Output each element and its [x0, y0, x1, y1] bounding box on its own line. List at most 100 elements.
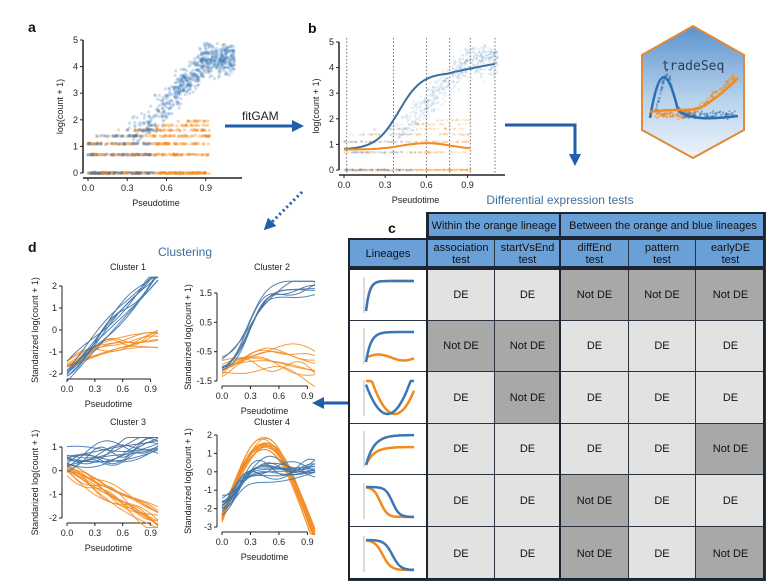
orange-lineage-point	[146, 134, 150, 138]
blue-lineage-point	[425, 106, 428, 109]
blue-lineage-point	[431, 93, 434, 97]
orange-lineage-point	[114, 142, 118, 146]
orange-lineage-point	[191, 171, 195, 175]
blue-lineage-point	[178, 79, 182, 83]
blue-lineage-point	[145, 126, 149, 130]
result-cell: Not DE	[560, 474, 629, 527]
blue-lineage-point	[214, 46, 218, 51]
blue-lineage-point	[443, 94, 446, 97]
blue-lineage-point	[479, 73, 482, 76]
tradeseq-logo: tradeSeq	[641, 24, 745, 160]
orange-lineage-point	[343, 168, 346, 171]
orange-lineage-point	[108, 171, 112, 175]
orange-lineage-point	[457, 123, 461, 126]
blue-lineage-point	[199, 59, 203, 63]
blue-lineage-point	[194, 79, 198, 83]
orange-lineage-point	[200, 128, 204, 133]
blue-lineage-point	[483, 43, 486, 47]
orange-lineage-point	[154, 142, 158, 146]
blue-lineage-point	[478, 60, 481, 63]
orange-lineage-point	[166, 172, 170, 176]
logo-blue-dot	[657, 100, 660, 103]
blue-lineage-point	[149, 118, 153, 122]
blue-lineage-point	[428, 116, 431, 119]
blue-lineage-point	[490, 53, 493, 56]
orange-lineage-point	[165, 142, 169, 146]
blue-lineage-point	[179, 77, 183, 81]
blue-lineage-point	[426, 101, 429, 104]
orange-lineage-point	[120, 171, 125, 175]
orange-lineage-point	[189, 119, 194, 123]
y-tick-label: 2	[329, 114, 334, 124]
orange-lineage-point	[128, 170, 132, 175]
blue-lineage-point	[195, 76, 199, 80]
blue-lineage-point	[206, 51, 210, 56]
orange-lineage-point	[391, 140, 394, 143]
orange-lineage-point	[162, 170, 166, 175]
orange-lineage-point	[178, 129, 182, 133]
orange-lineage-point	[445, 168, 448, 171]
blue-lineage-point	[179, 83, 183, 87]
orange-lineage-point	[199, 153, 203, 157]
y-tick-label: 0.5	[199, 317, 212, 327]
orange-lineage-point	[173, 171, 177, 175]
blue-lineage-point	[202, 51, 206, 55]
blue-lineage-point	[225, 46, 229, 50]
blue-lineage-point	[487, 53, 490, 56]
orange-lineage-point	[132, 134, 136, 139]
logo-orange-dot	[681, 116, 684, 119]
y-tick-label: 5	[73, 35, 78, 45]
orange-lineage-point	[197, 141, 201, 146]
orange-lineage-point	[342, 140, 346, 143]
orange-lineage-point	[149, 152, 153, 156]
blue-lineage-point	[228, 49, 233, 53]
blue-lineage-point	[417, 116, 421, 120]
blue-lineage-point	[211, 55, 215, 59]
orange-lineage-point	[353, 141, 356, 144]
orange-lineage-point	[392, 151, 395, 154]
orange-lineage-point	[395, 168, 398, 172]
logo-orange-dot	[708, 98, 711, 101]
orange-lineage-point	[200, 152, 205, 157]
blue-lineage-point	[475, 47, 478, 50]
orange-lineage-point	[438, 133, 441, 136]
blue-lineage-point	[195, 74, 199, 78]
blue-lineage-point	[483, 44, 486, 47]
blue-lineage-point	[434, 98, 437, 101]
blue-lineage-point	[167, 87, 171, 91]
blue-lineage-point	[208, 69, 213, 73]
orange-lineage-curve	[366, 379, 416, 415]
orange-lineage-point	[406, 133, 410, 136]
orange-lineage-point	[128, 134, 132, 138]
blue-lineage-point	[482, 59, 485, 63]
orange-lineage-point	[412, 133, 415, 136]
blue-lineage-point	[185, 78, 189, 82]
blue-lineage-point	[428, 98, 432, 101]
blue-lineage-point	[206, 70, 211, 74]
blue-lineage-point	[154, 130, 158, 134]
orange-lineage-point	[343, 151, 346, 154]
logo-orange-dot	[695, 110, 698, 113]
blue-lineage-point	[178, 92, 182, 96]
orange-lineage-point	[170, 153, 174, 157]
blue-lineage-point	[191, 76, 195, 80]
blue-lineage-point	[451, 65, 455, 68]
orange-lineage-point	[466, 140, 469, 143]
orange-lineage-point	[206, 119, 210, 123]
orange-lineage-point	[360, 151, 363, 154]
orange-lineage-point	[145, 152, 149, 157]
orange-lineage-point	[150, 153, 154, 157]
orange-lineage-point	[127, 134, 131, 138]
orange-lineage-point	[194, 123, 198, 127]
orange-lineage-point	[158, 171, 162, 175]
orange-lineage-point	[422, 168, 425, 171]
orange-lineage-point	[174, 142, 178, 146]
orange-lineage-point	[86, 153, 90, 157]
orange-lineage-point	[379, 169, 382, 172]
orange-lineage-point	[134, 171, 138, 175]
orange-lineage-point	[382, 168, 385, 171]
orange-lineage-point	[167, 142, 171, 146]
orange-lineage-point	[191, 152, 195, 157]
orange-lineage-point	[105, 134, 109, 138]
